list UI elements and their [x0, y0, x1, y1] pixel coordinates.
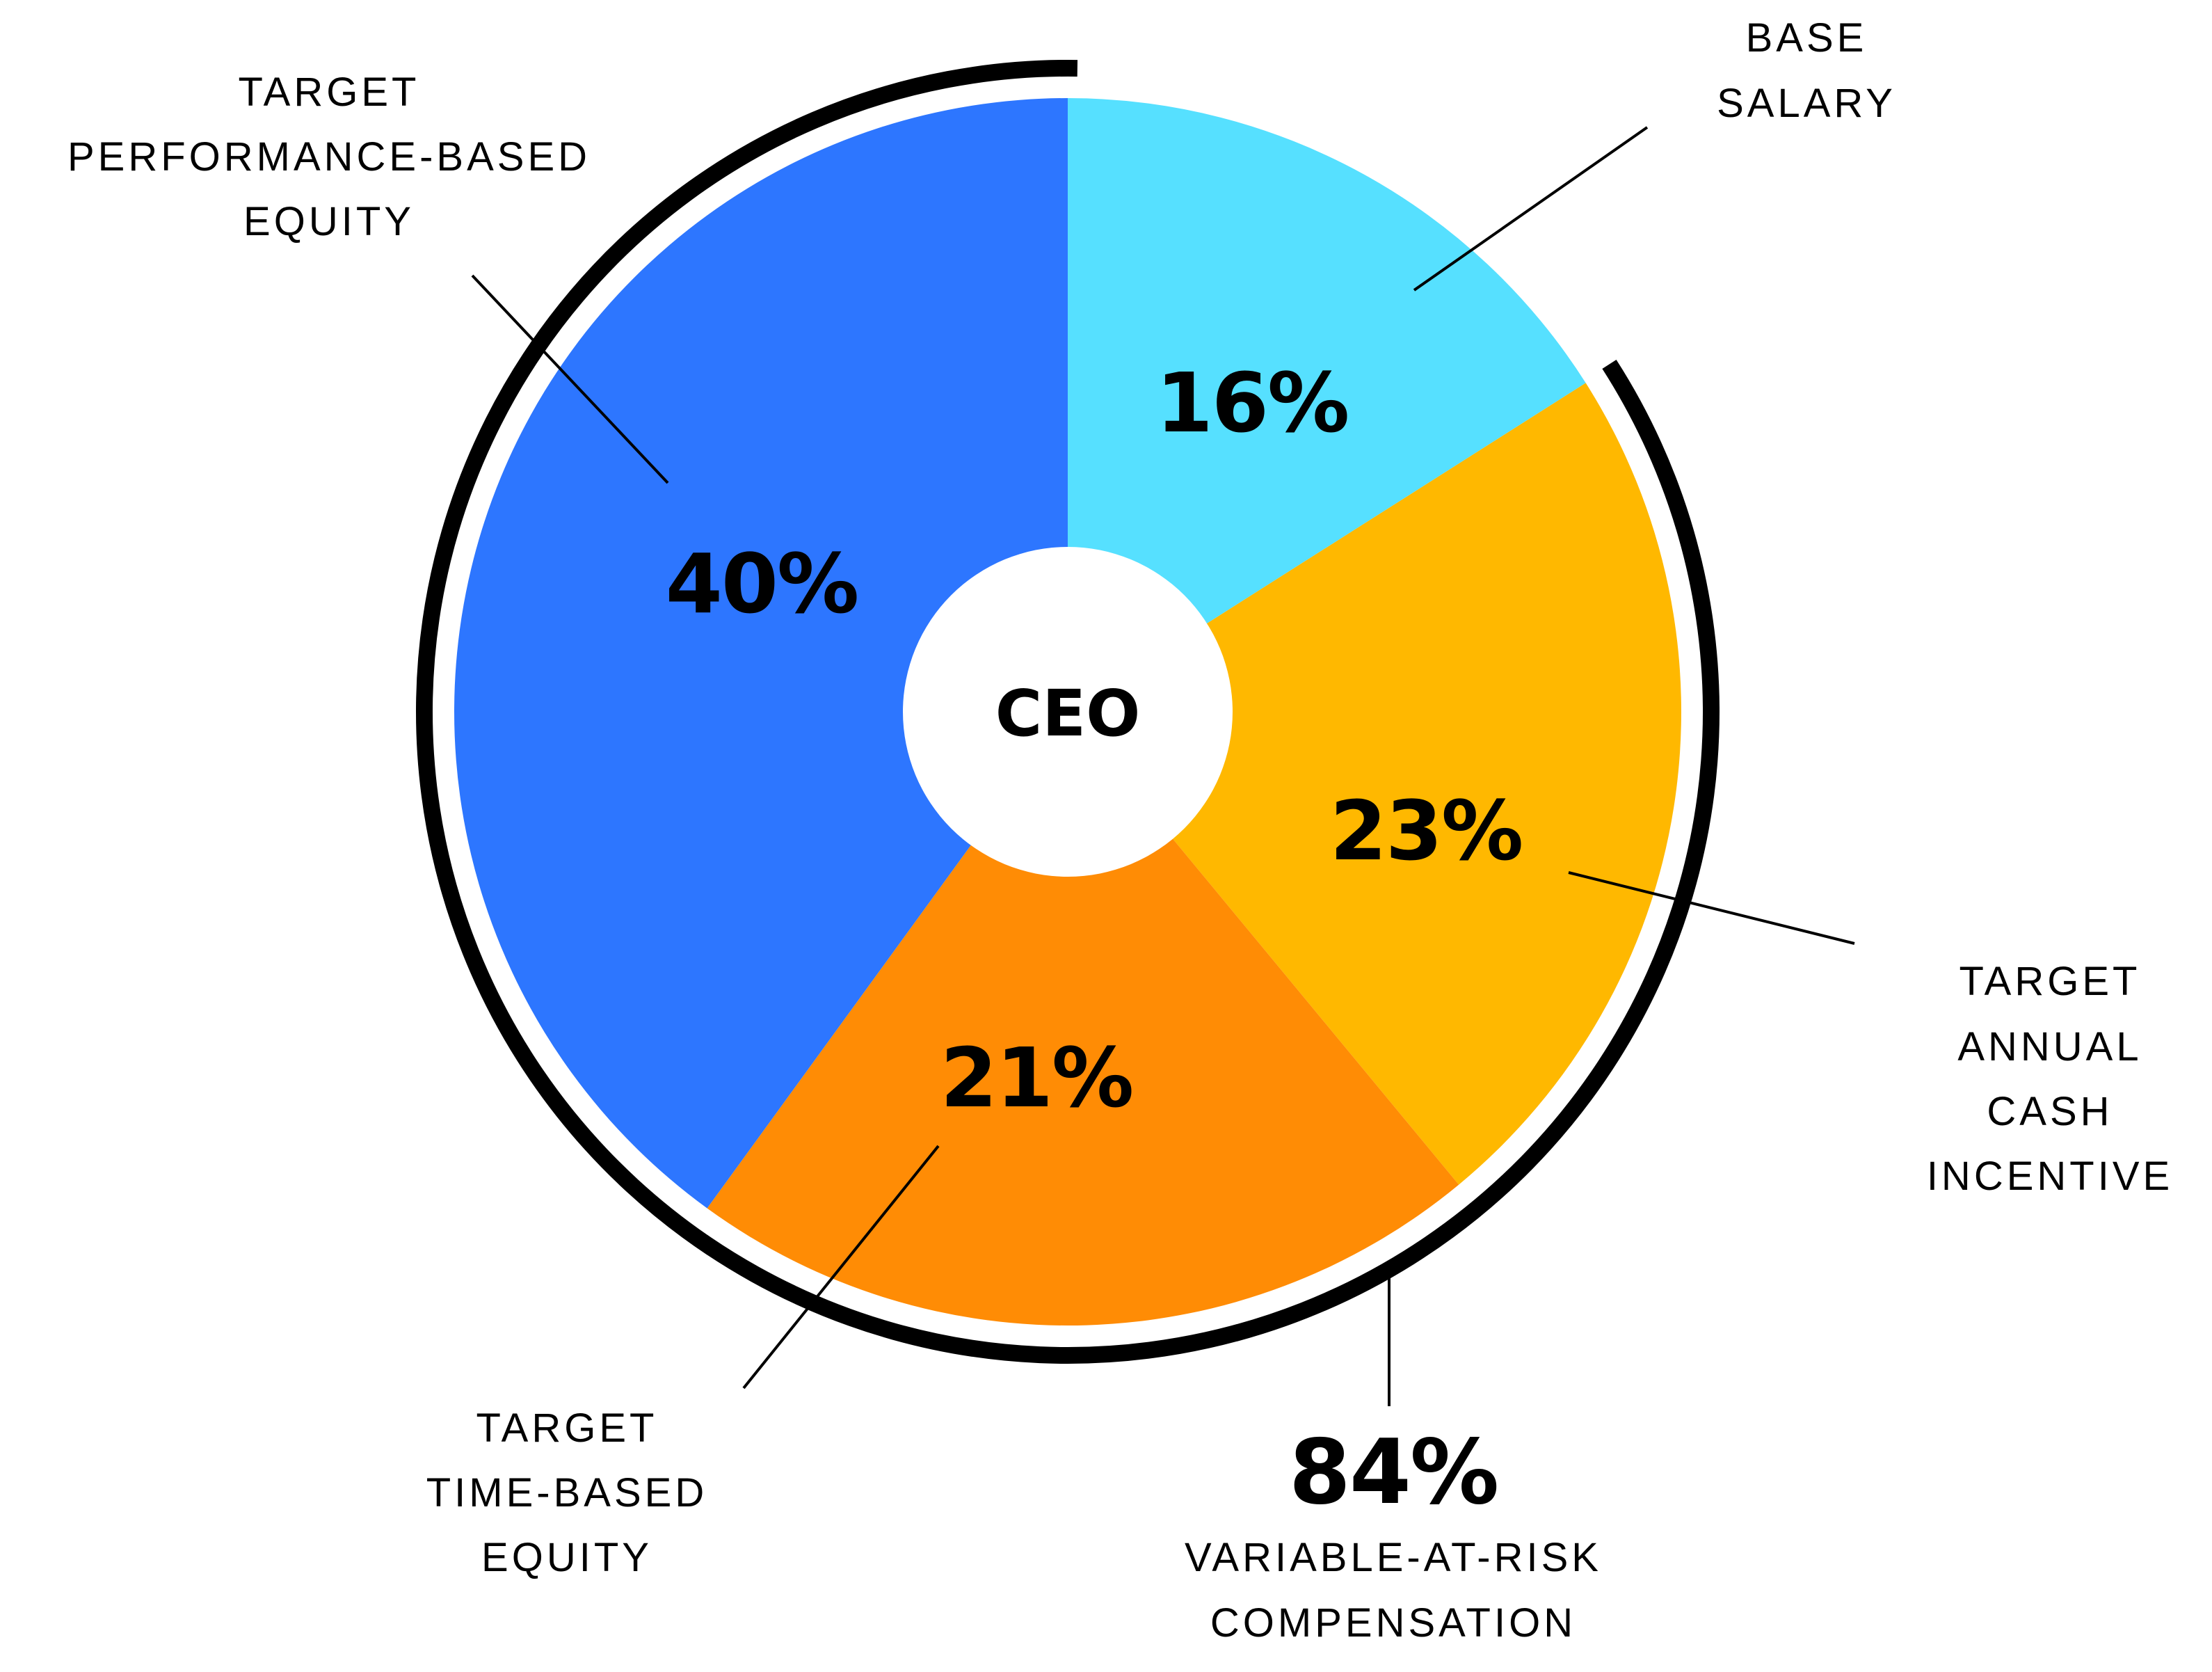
category-label-time-equity: TARGET TIME-BASED EQUITY [426, 1406, 708, 1580]
svg-text:TARGET: TARGET [476, 1406, 658, 1451]
svg-text:VARIABLE-AT-RISK: VARIABLE-AT-RISK [1185, 1535, 1602, 1580]
pct-label-time-equity: 21% [940, 1030, 1132, 1126]
variable-at-risk-bracket-arc [416, 60, 1720, 1364]
pie-slices [454, 98, 1681, 1326]
category-label-annual-cash: TARGET ANNUAL CASH INCENTIVE [1927, 959, 2173, 1199]
svg-text:CASH: CASH [1987, 1089, 2113, 1134]
pie-slice-time_equity [707, 712, 1459, 1326]
pie-slice-annual_cash [1068, 383, 1681, 1185]
svg-text:ANNUAL: ANNUAL [1957, 1024, 2142, 1069]
svg-text:PERFORMANCE-BASED: PERFORMANCE-BASED [67, 134, 591, 180]
leader-line-annual-cash [1568, 871, 1855, 945]
center-label: CEO [995, 676, 1141, 751]
center-hole [903, 547, 1233, 877]
leader-line-time-equity [742, 1145, 940, 1390]
pct-label-perf-equity: 40% [666, 536, 858, 632]
svg-text:TARGET: TARGET [239, 70, 420, 115]
svg-text:SALARY: SALARY [1717, 81, 1896, 126]
svg-text:BASE: BASE [1746, 15, 1868, 61]
category-label-base-salary: BASE SALARY [1717, 15, 1896, 126]
svg-text:COMPENSATION: COMPENSATION [1210, 1600, 1576, 1646]
svg-text:EQUITY: EQUITY [243, 199, 415, 244]
svg-text:TARGET: TARGET [1959, 959, 2141, 1004]
category-label-perf-equity: TARGET PERFORMANCE-BASED EQUITY [67, 70, 591, 244]
svg-text:TIME-BASED: TIME-BASED [426, 1470, 708, 1515]
pie-slice-perf_equity [454, 98, 1068, 1209]
leader-line-base-salary [1413, 126, 1649, 292]
svg-text:EQUITY: EQUITY [481, 1535, 652, 1580]
pct-label-annual-cash: 23% [1330, 783, 1522, 879]
variable-at-risk-label: VARIABLE-AT-RISK COMPENSATION [1185, 1535, 1602, 1646]
pct-label-base-salary: 16% [1156, 355, 1348, 451]
leader-line-perf-equity [471, 274, 669, 484]
pie-slice-base_salary [1068, 98, 1586, 712]
variable-at-risk-pct: 84% [1289, 1421, 1498, 1524]
svg-text:INCENTIVE: INCENTIVE [1927, 1154, 2173, 1199]
